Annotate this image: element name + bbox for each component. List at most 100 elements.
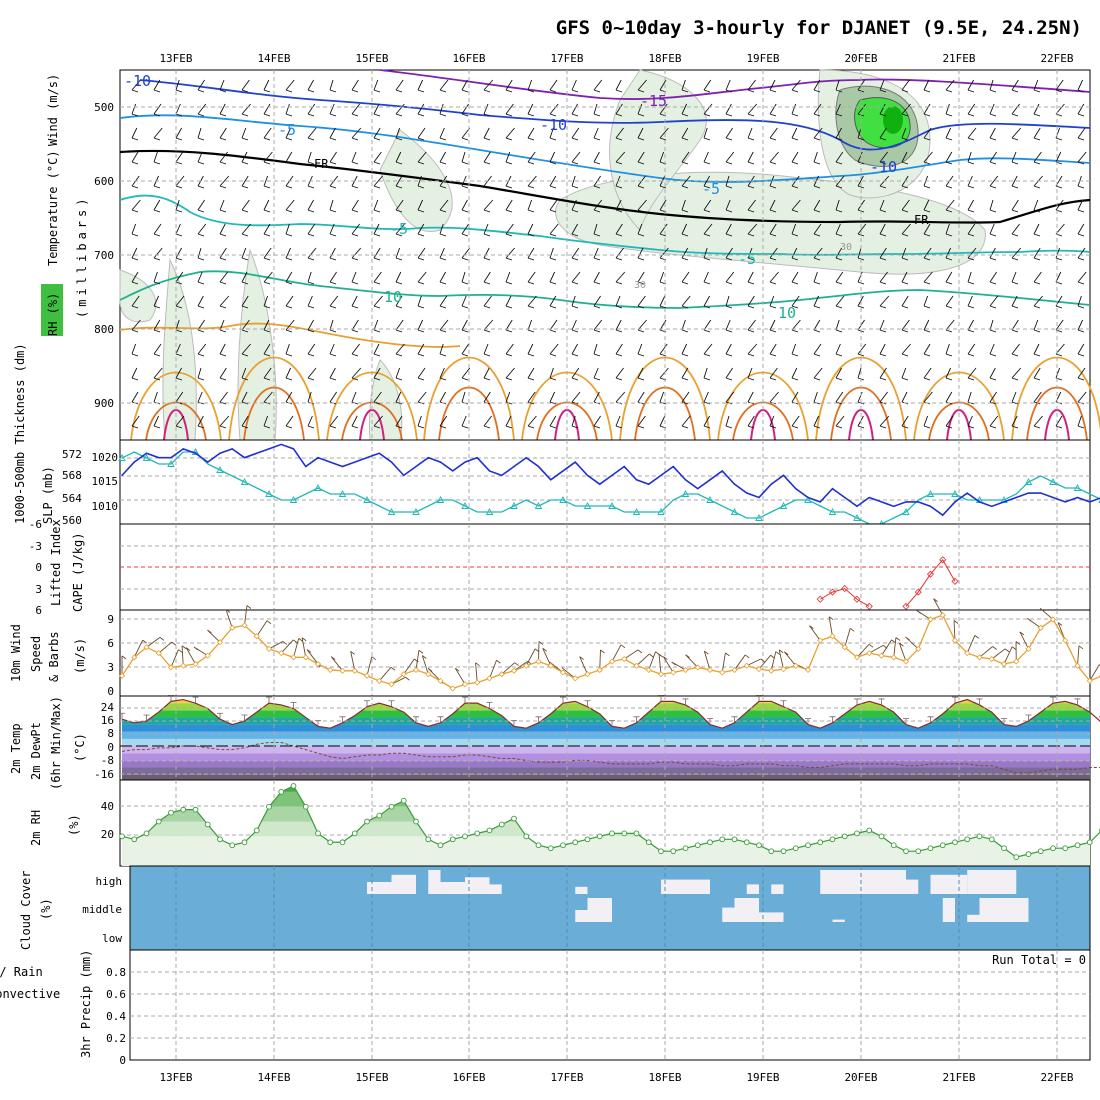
rh-point — [364, 818, 370, 825]
rh-point — [707, 839, 713, 846]
cloud-level-label: high — [96, 875, 123, 888]
cape-axis-label: CAPE (J/kg) — [71, 533, 85, 612]
wind-barb — [835, 343, 843, 357]
wind-barb — [901, 367, 909, 381]
wind-barb — [153, 247, 163, 261]
wind-barb — [681, 103, 689, 117]
wind-barb — [241, 199, 250, 213]
wind-speed-point — [976, 654, 983, 661]
temp-tick: -16 — [94, 768, 114, 781]
wind-barb — [1011, 319, 1019, 333]
wind-speed-point — [437, 677, 444, 684]
slp-point — [1052, 496, 1054, 499]
temp-maxmin-tick — [707, 718, 713, 725]
cloud-block — [575, 886, 588, 894]
rh-point — [584, 836, 591, 843]
wind-barb — [417, 175, 425, 189]
cloud-block — [489, 884, 502, 894]
lifted-index-line — [819, 587, 870, 607]
wind-speed-point — [118, 672, 126, 679]
rh-point — [425, 836, 432, 843]
temp-tick: 24 — [101, 701, 115, 714]
wind-barb — [527, 415, 537, 429]
temp-maxmin-tick — [217, 712, 223, 720]
precip-frame — [129, 949, 1091, 1061]
wind-barb — [461, 319, 469, 333]
wind-barb — [1077, 127, 1086, 141]
slp-point — [844, 496, 846, 499]
wind-barb — [967, 79, 975, 93]
cloud-block — [906, 879, 919, 894]
wind-barb — [901, 223, 911, 237]
wind-barb — [571, 151, 581, 165]
thickness-point — [1024, 478, 1033, 485]
wind-barb — [417, 223, 425, 237]
thickness-point — [632, 508, 641, 515]
wind-barb — [153, 103, 162, 117]
contour-label: 10 — [778, 304, 796, 322]
wind-barb — [901, 103, 911, 117]
temp-maxmin-tick — [854, 698, 860, 705]
wind-barb — [615, 79, 623, 93]
slp-point — [1003, 501, 1005, 503]
wind-barb — [791, 151, 799, 165]
wind-barb — [153, 295, 161, 309]
temp-band — [122, 724, 1090, 732]
rh-point — [1025, 851, 1032, 857]
rh-axis-label: RH (%) — [46, 293, 60, 336]
slp-point — [268, 448, 270, 450]
slp-point — [880, 501, 883, 503]
slp-point — [501, 474, 503, 476]
wind-barb — [703, 151, 711, 165]
rh-point — [498, 821, 505, 828]
wind-barb — [461, 247, 471, 261]
wind-tick: 9 — [107, 613, 114, 626]
precip-axis-label: 3hr Precip (mm) — [79, 950, 93, 1058]
rh-point — [376, 812, 383, 819]
bottom-date-tick: 20FEB — [844, 1071, 877, 1084]
wind-barb — [989, 79, 997, 93]
precip-tick: 0.8 — [106, 966, 126, 979]
wind-speed-point — [596, 666, 603, 674]
wind-barb — [615, 247, 624, 261]
rh-point — [229, 842, 236, 849]
temp-maxmin-tick — [658, 694, 664, 702]
temp-maxmin-tick — [731, 716, 738, 723]
rh-point — [719, 836, 726, 843]
wind-barb — [417, 103, 425, 117]
wind-barb — [527, 367, 535, 381]
rh-point — [1062, 845, 1069, 852]
temperature-axis-label: Temperature (°C) — [46, 150, 60, 266]
wind-barb — [989, 247, 997, 261]
wind-speed-point — [719, 669, 726, 676]
wind-barb — [967, 247, 977, 261]
slp-point — [366, 457, 368, 459]
wind-barb — [241, 175, 249, 189]
wind-barb — [1011, 391, 1019, 405]
wind-barb — [659, 343, 668, 357]
wind-barb — [285, 223, 293, 237]
lifted-index-point — [926, 570, 935, 578]
wind-barb — [725, 319, 733, 333]
wind-barb — [241, 295, 249, 309]
rh-point — [560, 842, 566, 849]
top-date-axis: 13FEB 14FEB 15FEB 16FEB 17FEB 18FEB 19FE… — [159, 52, 1073, 65]
wind-barb — [351, 79, 359, 93]
wind-barb — [395, 295, 403, 309]
cloud-unit-label: (%) — [39, 898, 53, 920]
wind10m-panel: 9 6 3 0 10m Wind Speed & Barbs (m/s) — [9, 598, 1100, 698]
wind-barb — [241, 151, 249, 165]
wind-barb — [1033, 103, 1041, 117]
wind-barb — [197, 247, 205, 261]
temp-maxmin-tick — [266, 696, 272, 704]
wind-barb — [549, 295, 557, 309]
wind-barb — [219, 175, 230, 189]
wind-barb — [615, 343, 623, 357]
wind-speed-point — [584, 671, 591, 678]
wind-barb — [219, 199, 227, 213]
temp-maxmin-tick — [192, 696, 199, 704]
top-date-tick: 15FEB — [355, 52, 388, 65]
slp-point — [660, 474, 662, 476]
cloud-block — [967, 914, 980, 922]
wind-speed-point — [265, 645, 273, 652]
